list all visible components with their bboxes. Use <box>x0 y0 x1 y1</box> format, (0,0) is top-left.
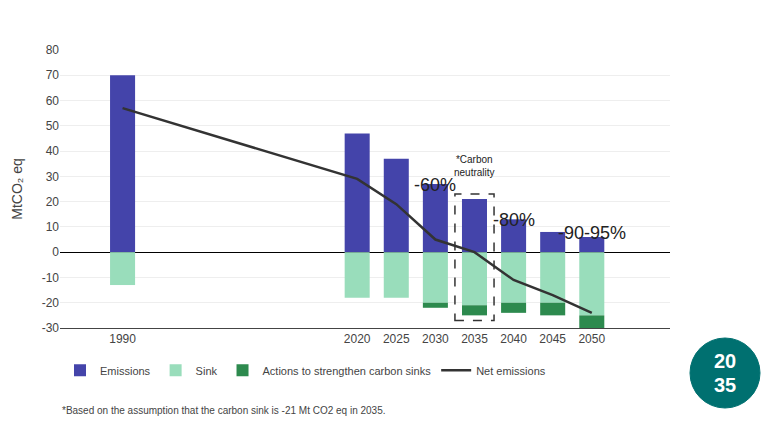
svg-text:2025: 2025 <box>383 332 410 346</box>
svg-text:80: 80 <box>46 43 60 57</box>
svg-text:50: 50 <box>46 119 60 133</box>
svg-text:Emissions: Emissions <box>100 365 151 377</box>
svg-text:2035: 2035 <box>461 332 488 346</box>
svg-text:*Based on the assumption that: *Based on the assumption that the carbon… <box>62 405 386 416</box>
svg-text:2030: 2030 <box>422 332 449 346</box>
svg-text:2020: 2020 <box>344 332 371 346</box>
svg-text:-20: -20 <box>42 296 60 310</box>
svg-text:-10: -10 <box>42 271 60 285</box>
svg-text:*Carbonneutrality: *Carbonneutrality <box>454 154 495 178</box>
svg-text:-60%: -60% <box>414 175 456 195</box>
svg-text:Net emissions: Net emissions <box>476 365 546 377</box>
svg-text:-80%: -80% <box>493 210 535 230</box>
svg-text:1990: 1990 <box>109 332 136 346</box>
svg-text:30: 30 <box>46 170 60 184</box>
svg-text:MtCO₂ eq: MtCO₂ eq <box>9 158 25 219</box>
svg-text:Actions to strengthen carbon s: Actions to strengthen carbon sinks <box>263 365 432 377</box>
svg-text:Sink: Sink <box>196 365 218 377</box>
svg-text:10: 10 <box>46 220 60 234</box>
svg-text:-30: -30 <box>42 321 60 335</box>
svg-text:0: 0 <box>52 245 59 259</box>
svg-text:70: 70 <box>46 68 60 82</box>
svg-text:2045: 2045 <box>539 332 566 346</box>
svg-text:40: 40 <box>46 144 60 158</box>
svg-text:2050: 2050 <box>578 332 605 346</box>
svg-text:20: 20 <box>46 195 60 209</box>
svg-text:2040: 2040 <box>500 332 527 346</box>
svg-text:20: 20 <box>714 350 736 372</box>
svg-text:-90-95%: -90-95% <box>558 223 626 243</box>
svg-text:35: 35 <box>714 374 736 396</box>
svg-text:60: 60 <box>46 94 60 108</box>
